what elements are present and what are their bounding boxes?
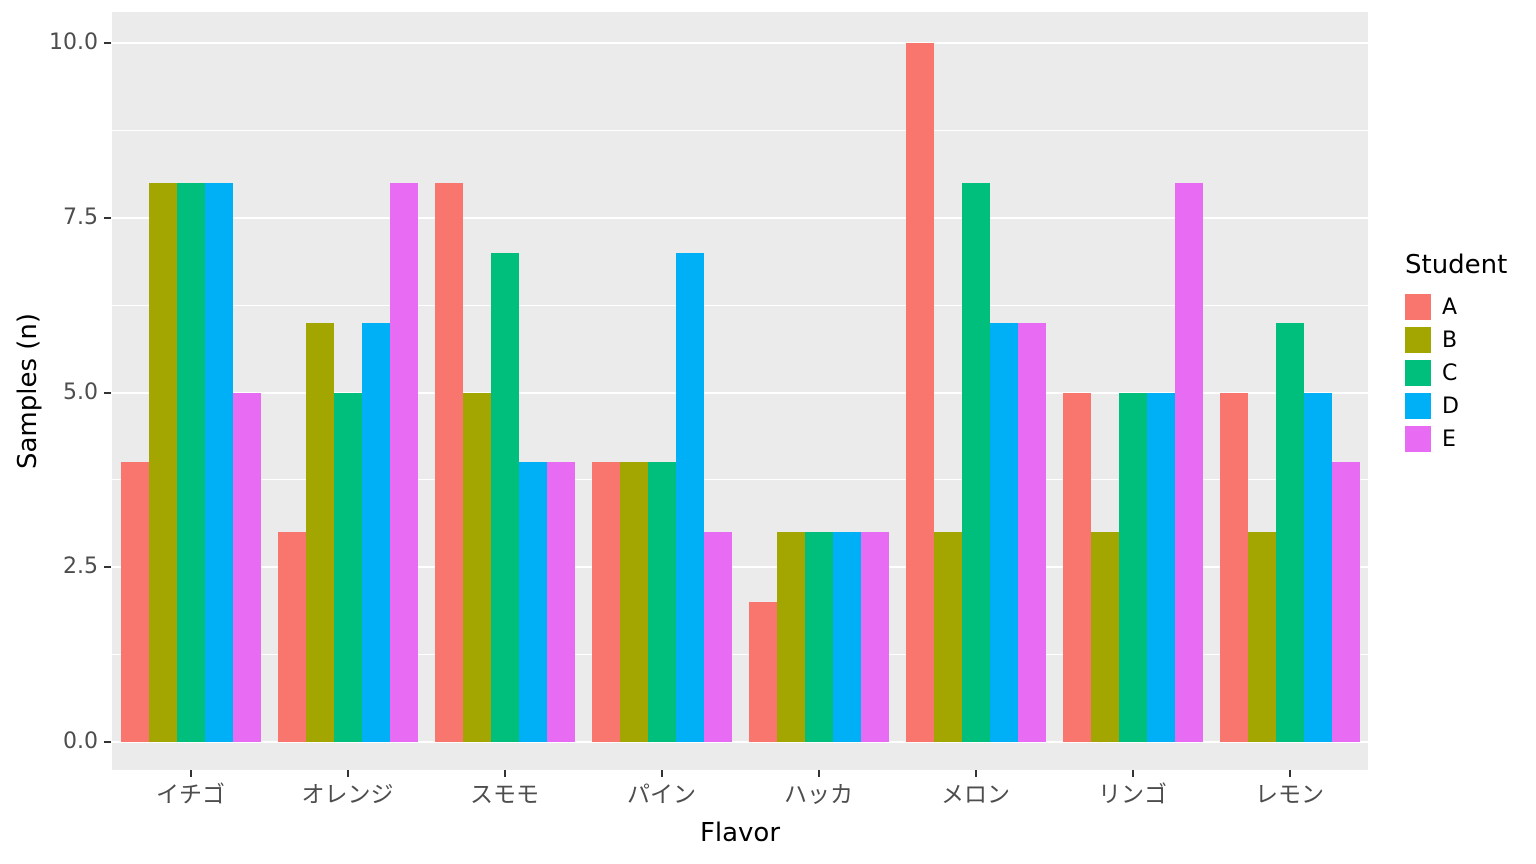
bar-D-スモモ [518, 462, 547, 742]
bar-E-レモン [1331, 462, 1360, 742]
bar-B-オレンジ [305, 322, 334, 742]
x-tick-label: イチゴ [156, 782, 225, 808]
legend-label: B [1442, 327, 1458, 353]
y-tick-label: 5.0 [63, 379, 98, 405]
bar-A-オレンジ [277, 532, 306, 742]
y-tick-mark [104, 42, 111, 44]
y-tick-label: 2.5 [63, 554, 98, 580]
minor-gridline [112, 654, 1368, 656]
bar-A-ハッカ [748, 602, 777, 742]
bar-E-オレンジ [389, 182, 418, 742]
bar-A-スモモ [434, 182, 463, 742]
legend-swatch-C [1405, 360, 1431, 386]
bar-B-イチゴ [148, 182, 177, 742]
minor-gridline [112, 479, 1368, 481]
legend-swatch-A [1405, 294, 1431, 320]
bar-D-パイン [675, 252, 704, 742]
plot-panel [112, 12, 1368, 770]
legend-item-E: E [1405, 426, 1507, 452]
legend-label: D [1442, 393, 1459, 419]
x-tick-mark [1288, 770, 1291, 777]
y-tick-label: 0.0 [63, 729, 98, 754]
x-tick-mark [660, 770, 663, 777]
bar-A-メロン [905, 43, 934, 742]
bar-B-メロン [933, 532, 962, 742]
major-gridline [112, 216, 1368, 219]
y-tick-mark [104, 216, 111, 219]
legend-label: E [1442, 426, 1456, 452]
bar-E-イチゴ [232, 392, 261, 742]
bar-B-リンゴ [1090, 532, 1119, 742]
y-tick-label: 7.5 [63, 204, 98, 230]
minor-gridline [112, 304, 1368, 306]
y-tick-label: 10.0 [49, 30, 98, 55]
x-tick-label: ハッカ [784, 782, 853, 808]
major-gridline [112, 741, 1368, 743]
x-tick-label: リンゴ [1098, 782, 1167, 808]
bar-D-ハッカ [832, 532, 861, 742]
bar-D-リンゴ [1146, 392, 1175, 742]
x-tick-label: スモモ [470, 782, 539, 808]
legend-swatch-E [1405, 426, 1431, 452]
y-tick-mark [104, 566, 111, 569]
legend-item-D: D [1405, 393, 1507, 419]
bar-D-メロン [989, 322, 1018, 742]
x-tick-label: レモン [1255, 782, 1324, 808]
legend-swatch-D [1405, 393, 1431, 419]
legend-item-C: C [1405, 360, 1507, 386]
bar-D-レモン [1303, 392, 1332, 742]
y-tick-mark [104, 391, 111, 394]
bar-B-ハッカ [776, 532, 805, 742]
legend-item-A: A [1405, 294, 1507, 320]
bar-C-オレンジ [333, 392, 362, 742]
x-tick-mark [817, 770, 820, 777]
x-tick-mark [346, 770, 349, 777]
x-tick-mark [974, 770, 977, 777]
legend-item-B: B [1405, 327, 1507, 353]
minor-gridline [112, 129, 1368, 131]
x-tick-mark [189, 770, 192, 777]
major-gridline [112, 391, 1368, 394]
bar-C-ハッカ [804, 532, 833, 742]
x-axis-title: Flavor [699, 818, 781, 848]
bar-C-スモモ [490, 252, 519, 742]
bar-B-スモモ [462, 392, 491, 742]
x-tick-label: パイン [627, 782, 696, 808]
bar-C-リンゴ [1118, 392, 1147, 742]
x-tick-label: オレンジ [301, 782, 394, 808]
major-gridline [112, 566, 1368, 569]
bar-A-パイン [591, 462, 620, 742]
bar-D-イチゴ [204, 182, 233, 742]
bar-A-レモン [1219, 392, 1248, 742]
legend-label: A [1442, 294, 1458, 320]
bar-D-オレンジ [361, 322, 390, 742]
legend-swatch-B [1405, 327, 1431, 353]
x-tick-mark [503, 770, 506, 777]
bar-C-レモン [1275, 322, 1304, 742]
x-tick-label: メロン [941, 782, 1010, 808]
bar-B-パイン [619, 462, 648, 742]
bar-A-リンゴ [1062, 392, 1091, 742]
bar-C-イチゴ [176, 182, 205, 742]
bar-C-パイン [647, 462, 676, 742]
bar-B-レモン [1247, 532, 1276, 742]
bar-C-メロン [961, 182, 990, 742]
y-tick-mark [104, 741, 111, 743]
major-gridline [112, 42, 1368, 44]
legend-label: C [1442, 360, 1458, 386]
bar-E-リンゴ [1174, 182, 1203, 742]
bar-E-スモモ [546, 462, 575, 742]
bar-A-イチゴ [120, 462, 149, 742]
bar-E-パイン [703, 532, 732, 742]
bar-E-メロン [1017, 322, 1046, 742]
legend-title: Student [1405, 250, 1508, 280]
x-tick-mark [1131, 770, 1134, 777]
bar-E-ハッカ [860, 532, 889, 742]
